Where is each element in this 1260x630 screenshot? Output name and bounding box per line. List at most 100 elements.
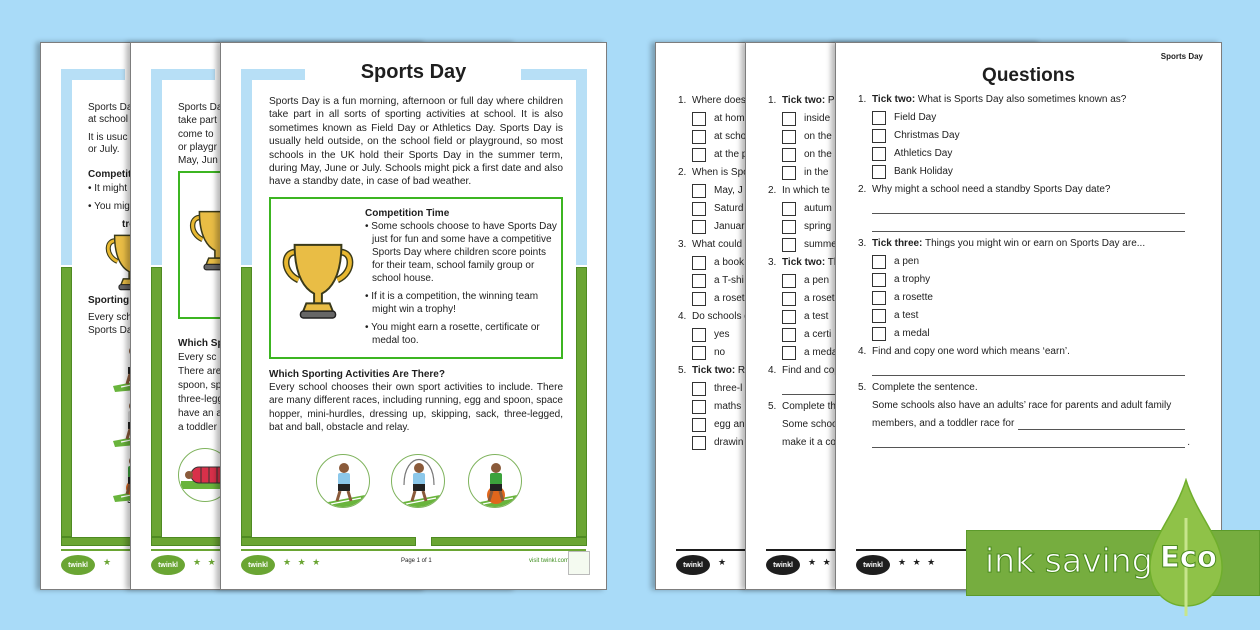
answer-option[interactable]: at the p [678, 146, 1023, 164]
answer-option[interactable]: Saturd [678, 200, 1023, 218]
answer-option[interactable]: on the [768, 128, 1113, 146]
checkbox[interactable] [692, 274, 706, 288]
option-label: a pen [894, 256, 920, 267]
answer-option[interactable]: yes [678, 326, 1023, 344]
answer-option[interactable]: a book, [678, 254, 1023, 272]
answer-option[interactable]: drawin [678, 434, 1023, 452]
answer-option[interactable]: in the [768, 164, 1113, 182]
space-hopper-image [468, 454, 522, 508]
answer-option[interactable]: spring [768, 218, 1113, 236]
quality-badge-icon [568, 551, 590, 575]
checkbox[interactable] [782, 166, 796, 180]
answer-option[interactable]: a trophy [858, 271, 1203, 289]
checkbox[interactable] [782, 310, 796, 324]
option-label: at scho [714, 131, 747, 142]
checkbox[interactable] [692, 328, 706, 342]
question-prompt: What could [692, 239, 743, 250]
page-border-decoration [576, 69, 587, 265]
checkbox[interactable] [692, 346, 706, 360]
checkbox[interactable] [872, 273, 886, 287]
answer-option[interactable]: a roset [678, 290, 1023, 308]
checkbox[interactable] [692, 292, 706, 306]
answer-option[interactable]: maths [678, 398, 1023, 416]
sentence-end: . [1187, 437, 1190, 448]
checkbox[interactable] [782, 130, 796, 144]
answer-option[interactable]: a rosette [858, 289, 1203, 307]
answer-option[interactable]: a test [858, 307, 1203, 325]
text-line: tro [122, 219, 136, 230]
answer-option[interactable]: May, J [678, 182, 1023, 200]
text-line: take part [178, 115, 217, 126]
answer-line[interactable]: . [872, 433, 1190, 451]
answer-option[interactable]: Bank Holiday [858, 163, 1203, 181]
checkbox[interactable] [872, 111, 886, 125]
answer-option[interactable]: a certi [768, 326, 1113, 344]
checkbox[interactable] [782, 112, 796, 126]
text-line: three-legg [178, 394, 224, 405]
checkbox[interactable] [782, 220, 796, 234]
question-prompt: Do schools g [692, 311, 750, 322]
answer-option[interactable]: Field Day [858, 109, 1203, 127]
checkbox[interactable] [872, 309, 886, 323]
question-number: 1. [678, 95, 687, 106]
answer-option[interactable]: a roset [768, 290, 1113, 308]
answer-option[interactable]: a pen [768, 272, 1113, 290]
checkbox[interactable] [872, 291, 886, 305]
checkbox[interactable] [782, 238, 796, 252]
answer-option[interactable]: no [678, 344, 1023, 362]
checkbox[interactable] [782, 346, 796, 360]
answer-option[interactable]: Christmas Day [858, 127, 1203, 145]
competition-bullets: • Some schools choose to have Sports Day… [365, 220, 557, 347]
checkbox[interactable] [692, 130, 706, 144]
answer-line[interactable] [872, 217, 1185, 235]
checkbox[interactable] [692, 382, 706, 396]
answer-option[interactable]: autum [768, 200, 1113, 218]
checkbox[interactable] [872, 255, 886, 269]
checkbox[interactable] [782, 328, 796, 342]
answer-option[interactable]: a test [768, 308, 1113, 326]
checkbox[interactable] [692, 400, 706, 414]
checkbox[interactable] [782, 274, 796, 288]
question-text: 3. What could [678, 236, 1023, 254]
answer-line[interactable] [872, 199, 1185, 217]
checkbox[interactable] [782, 292, 796, 306]
answer-option[interactable]: Athletics Day [858, 145, 1203, 163]
answer-option[interactable]: at scho [678, 128, 1023, 146]
answer-option[interactable]: a meda [768, 344, 1113, 362]
checkbox[interactable] [692, 256, 706, 270]
answer-line[interactable] [1018, 415, 1185, 433]
answer-option[interactable]: at hom [678, 110, 1023, 128]
answer-option[interactable]: a pen [858, 253, 1203, 271]
checkbox[interactable] [692, 418, 706, 432]
option-label: Bank Holiday [894, 166, 953, 177]
website-link[interactable]: visit twinkl.com [529, 558, 570, 564]
answer-option[interactable]: a T-shi [678, 272, 1023, 290]
page-border-decoration [576, 267, 587, 537]
checkbox[interactable] [872, 327, 886, 341]
answer-option[interactable]: a medal [858, 325, 1203, 343]
checkbox[interactable] [692, 148, 706, 162]
answer-option[interactable]: Januar [678, 218, 1023, 236]
checkbox[interactable] [782, 202, 796, 216]
checkbox[interactable] [692, 112, 706, 126]
checkbox[interactable] [692, 220, 706, 234]
option-label: no [714, 347, 726, 358]
checkbox[interactable] [692, 202, 706, 216]
checkbox[interactable] [872, 129, 886, 143]
question-text: 5. Tick two: Ro [678, 362, 1023, 380]
checkbox[interactable] [782, 148, 796, 162]
answer-option[interactable]: on the [768, 146, 1113, 164]
text-line: Which Sp [178, 338, 224, 349]
checkbox[interactable] [872, 165, 886, 179]
leaf-drop-icon [1149, 478, 1223, 616]
checkbox[interactable] [692, 184, 706, 198]
answer-option[interactable]: egg an [678, 416, 1023, 434]
answer-option[interactable]: summe [768, 236, 1113, 254]
answer-option[interactable]: inside [768, 110, 1113, 128]
answer-option[interactable]: three-l [678, 380, 1023, 398]
checkbox[interactable] [692, 436, 706, 450]
answer-line[interactable] [872, 361, 1185, 379]
checkbox[interactable] [872, 147, 886, 161]
option-label: May, J [714, 185, 743, 196]
option-label: Christmas Day [894, 130, 960, 141]
